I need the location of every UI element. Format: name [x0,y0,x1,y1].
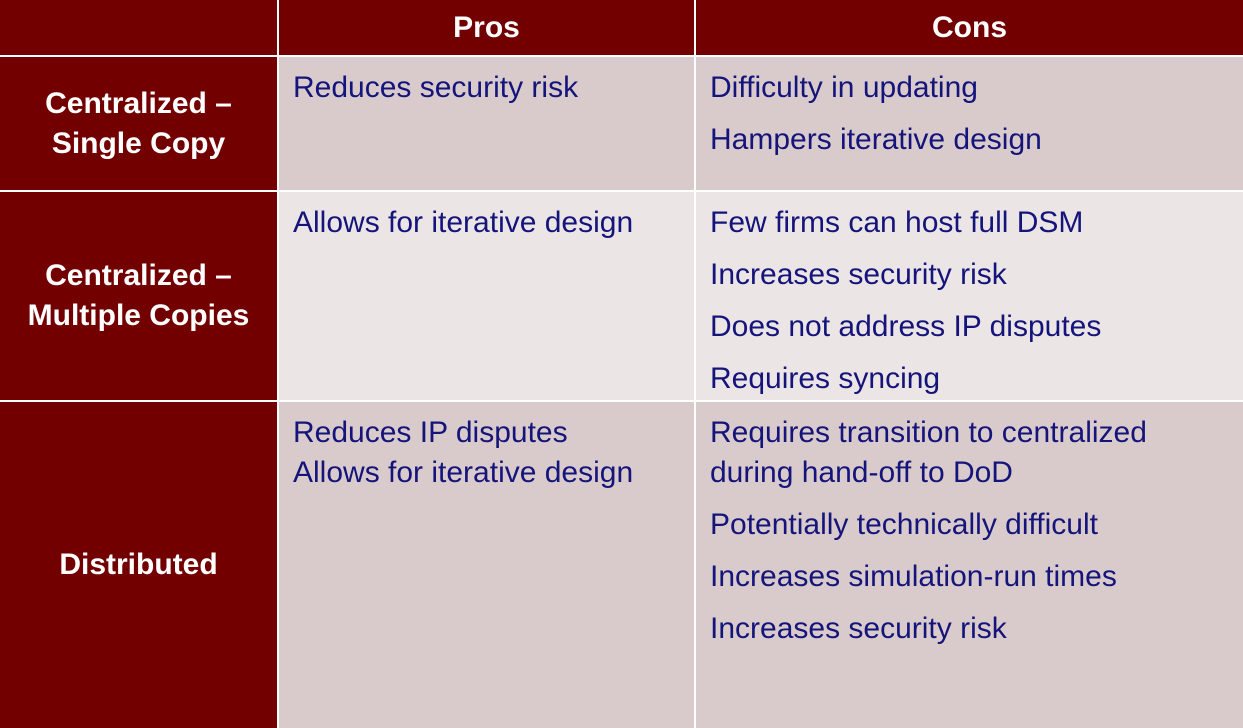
column-header-pros: Pros [279,0,696,57]
cons-item: Increases security risk [710,612,1007,645]
cons-item: Requires syncing [710,362,941,395]
cons-item: Requires transition to centralized [710,416,1147,449]
cons-item: Increases simulation-run times [710,560,1117,593]
cons-item: Increases security risk [710,258,1007,291]
pros-cell-centralized-multiple-copies: Allows for iterative design [279,192,696,402]
cons-item: during hand-off to DoD [710,456,1013,489]
row-header-centralized-single-copy: Centralized – Single Copy [0,57,279,192]
pros-header-label: Pros [453,10,520,44]
row-header-distributed: Distributed [0,402,279,728]
pros-item: Reduces security risk [293,71,579,104]
cons-item: Potentially technically difficult [710,508,1098,541]
pros-item: Reduces IP disputes [293,416,568,449]
row-label-line: Multiple Copies [27,299,250,332]
cons-item: Few firms can host full DSM [710,206,1084,239]
cons-item: Does not address IP disputes [710,310,1102,343]
pros-cell-distributed: Reduces IP disputes Allows for iterative… [279,402,696,728]
column-header-cons: Cons [696,0,1243,57]
cons-cell-distributed: Requires transition to centralized durin… [696,402,1243,728]
cons-cell-centralized-single-copy: Difficulty in updating Hampers iterative… [696,57,1243,192]
pros-item: Allows for iterative design [293,456,634,489]
row-label-line: Distributed [59,548,218,581]
pros-item: Allows for iterative design [293,206,634,239]
cons-header-label: Cons [932,10,1007,44]
pros-cell-centralized-single-copy: Reduces security risk [279,57,696,192]
cons-cell-centralized-multiple-copies: Few firms can host full DSM Increases se… [696,192,1243,402]
cons-item: Hampers iterative design [710,123,1042,156]
row-header-centralized-multiple-copies: Centralized – Multiple Copies [0,192,279,402]
row-label-line: Centralized – [45,259,232,292]
row-label-line: Centralized – [45,86,232,120]
cons-item: Difficulty in updating [710,71,978,104]
table-corner-cell [0,0,279,57]
row-label-line: Single Copy [51,126,226,160]
